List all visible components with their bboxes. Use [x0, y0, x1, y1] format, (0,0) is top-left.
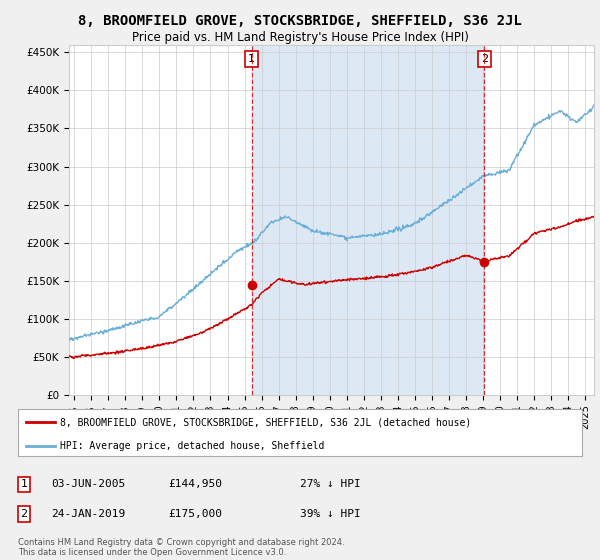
- Text: 1: 1: [248, 54, 255, 64]
- Text: 2: 2: [481, 54, 488, 64]
- Text: HPI: Average price, detached house, Sheffield: HPI: Average price, detached house, Shef…: [60, 441, 325, 451]
- Bar: [252, 45, 484, 395]
- Text: 24-JAN-2019: 24-JAN-2019: [51, 509, 125, 519]
- Text: 39% ↓ HPI: 39% ↓ HPI: [300, 509, 361, 519]
- Text: 1: 1: [20, 479, 28, 489]
- Text: £175,000: £175,000: [168, 509, 222, 519]
- Text: 8, BROOMFIELD GROVE, STOCKSBRIDGE, SHEFFIELD, S36 2JL: 8, BROOMFIELD GROVE, STOCKSBRIDGE, SHEFF…: [78, 14, 522, 28]
- Text: 8, BROOMFIELD GROVE, STOCKSBRIDGE, SHEFFIELD, S36 2JL (detached house): 8, BROOMFIELD GROVE, STOCKSBRIDGE, SHEFF…: [60, 417, 472, 427]
- Text: 27% ↓ HPI: 27% ↓ HPI: [300, 479, 361, 489]
- Text: Price paid vs. HM Land Registry's House Price Index (HPI): Price paid vs. HM Land Registry's House …: [131, 31, 469, 44]
- Text: £144,950: £144,950: [168, 479, 222, 489]
- Text: 03-JUN-2005: 03-JUN-2005: [51, 479, 125, 489]
- Text: Contains HM Land Registry data © Crown copyright and database right 2024.
This d: Contains HM Land Registry data © Crown c…: [18, 538, 344, 557]
- Text: 2: 2: [20, 509, 28, 519]
